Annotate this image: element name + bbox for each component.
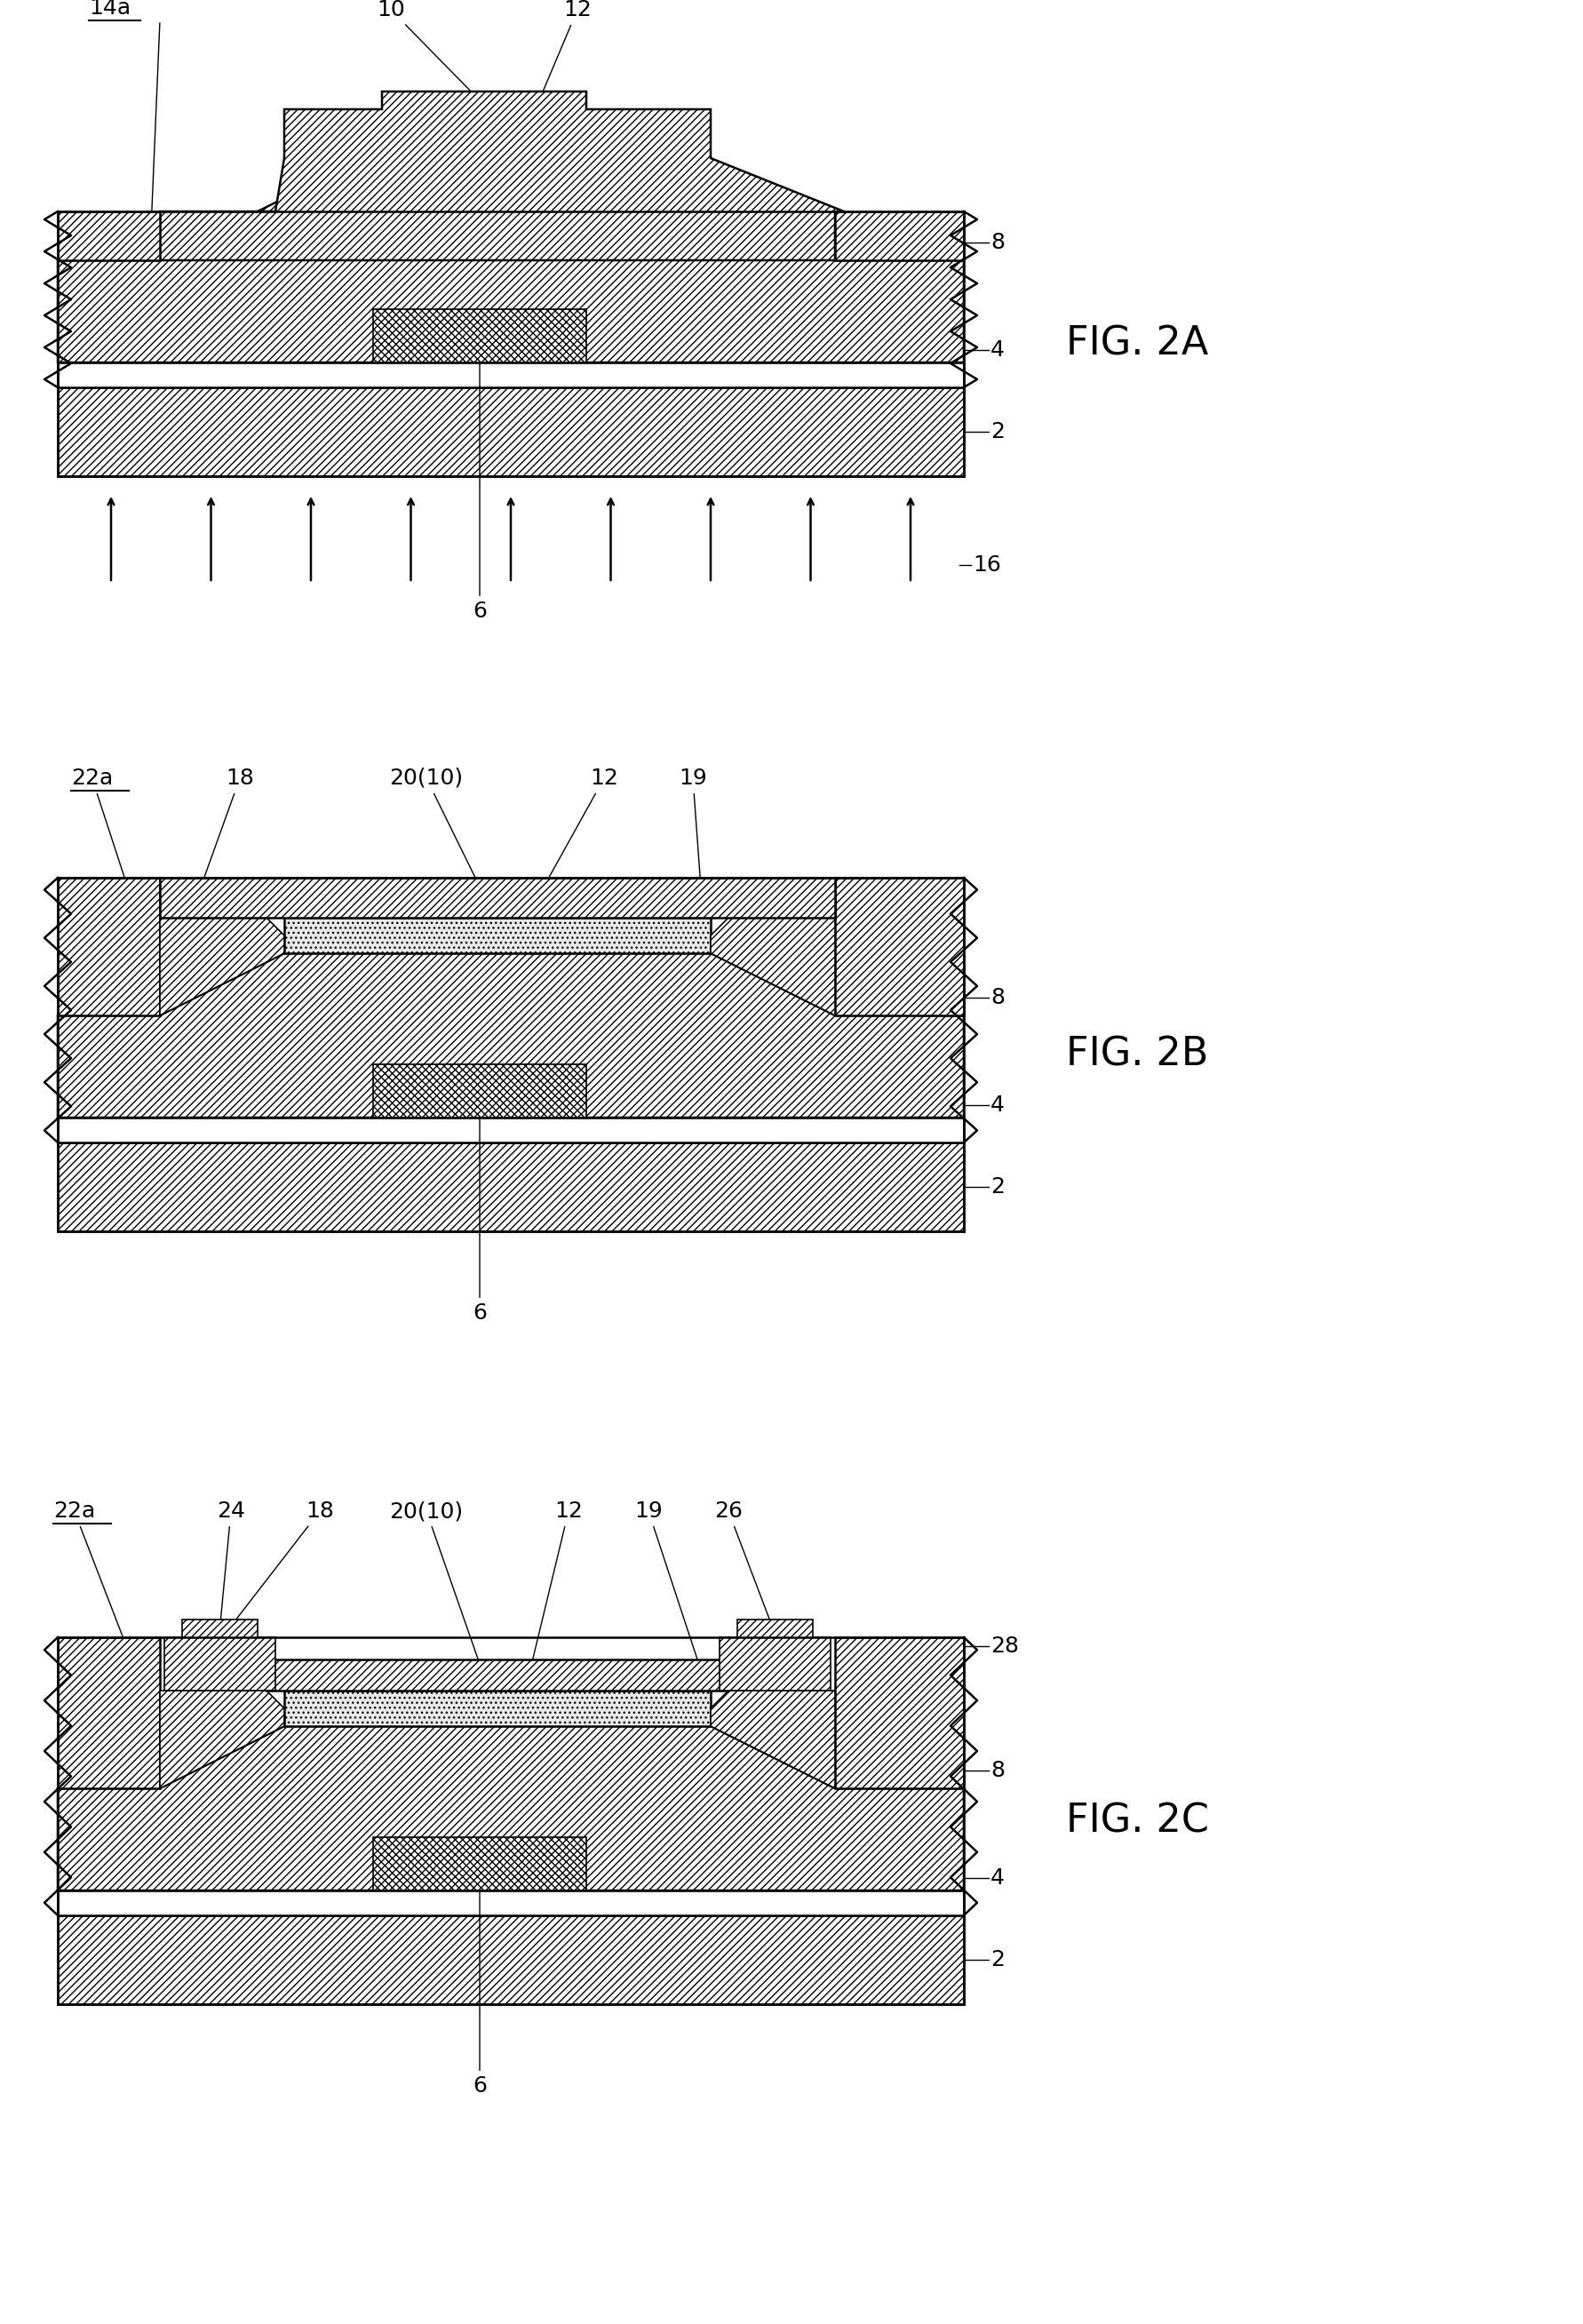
Bar	[57, 363, 964, 388]
Text: 22a: 22a	[71, 767, 133, 902]
Bar	[374, 1838, 586, 1889]
Polygon shape	[160, 878, 834, 918]
Polygon shape	[160, 91, 844, 260]
Text: 4: 4	[989, 339, 1004, 360]
Polygon shape	[57, 1638, 160, 1787]
Polygon shape	[283, 132, 711, 198]
Polygon shape	[283, 1690, 711, 1727]
Polygon shape	[711, 1690, 834, 1787]
Text: 4: 4	[989, 1868, 1004, 1889]
Text: FIG. 2A: FIG. 2A	[1065, 325, 1208, 363]
Bar	[374, 1064, 586, 1118]
Text: 12: 12	[526, 0, 590, 135]
Text: 10: 10	[377, 0, 478, 98]
Polygon shape	[160, 1690, 283, 1787]
Polygon shape	[834, 878, 964, 1016]
Polygon shape	[57, 953, 964, 1118]
Polygon shape	[834, 1638, 964, 1787]
Text: 24: 24	[217, 1501, 245, 1631]
Text: 14a: 14a	[89, 0, 131, 19]
Polygon shape	[719, 1620, 829, 1690]
Text: 6: 6	[472, 356, 486, 623]
Text: 8: 8	[989, 988, 1004, 1009]
Polygon shape	[57, 211, 160, 260]
Text: 20(10): 20(10)	[389, 1501, 478, 1662]
Polygon shape	[57, 1915, 964, 2003]
Polygon shape	[711, 918, 834, 1016]
Text: 18: 18	[187, 767, 253, 925]
Polygon shape	[57, 388, 964, 476]
Text: 6: 6	[472, 1106, 486, 1325]
Text: 20(10): 20(10)	[389, 767, 478, 885]
Text: 18: 18	[179, 1501, 334, 1694]
Text: 16: 16	[972, 555, 1000, 576]
Text: 2: 2	[989, 1176, 1004, 1197]
Text: 26: 26	[714, 1501, 774, 1631]
Bar	[57, 1889, 964, 1915]
Polygon shape	[57, 198, 964, 363]
Text: 19: 19	[635, 1501, 701, 1671]
Text: 12: 12	[526, 767, 617, 920]
Polygon shape	[160, 918, 283, 1016]
Text: 2: 2	[989, 421, 1004, 442]
Text: 8: 8	[989, 232, 1004, 253]
Text: 4: 4	[989, 1095, 1004, 1116]
Text: 12: 12	[524, 1501, 583, 1692]
Polygon shape	[165, 1620, 275, 1690]
Text: 2: 2	[989, 1950, 1004, 1971]
Polygon shape	[266, 1659, 728, 1690]
Polygon shape	[283, 918, 711, 953]
Bar	[57, 1118, 964, 1143]
Text: 8: 8	[989, 1759, 1004, 1780]
Polygon shape	[834, 211, 964, 260]
Text: 22a: 22a	[54, 1501, 133, 1662]
Text: 6: 6	[472, 1880, 486, 2096]
Polygon shape	[57, 878, 160, 1016]
Text: FIG. 2C: FIG. 2C	[1065, 1801, 1208, 1841]
Bar	[374, 309, 586, 363]
Text: FIG. 2B: FIG. 2B	[1065, 1037, 1208, 1074]
Text: 28: 28	[989, 1636, 1018, 1657]
Polygon shape	[57, 1143, 964, 1232]
Polygon shape	[57, 1727, 964, 1889]
Text: 19: 19	[679, 767, 706, 897]
